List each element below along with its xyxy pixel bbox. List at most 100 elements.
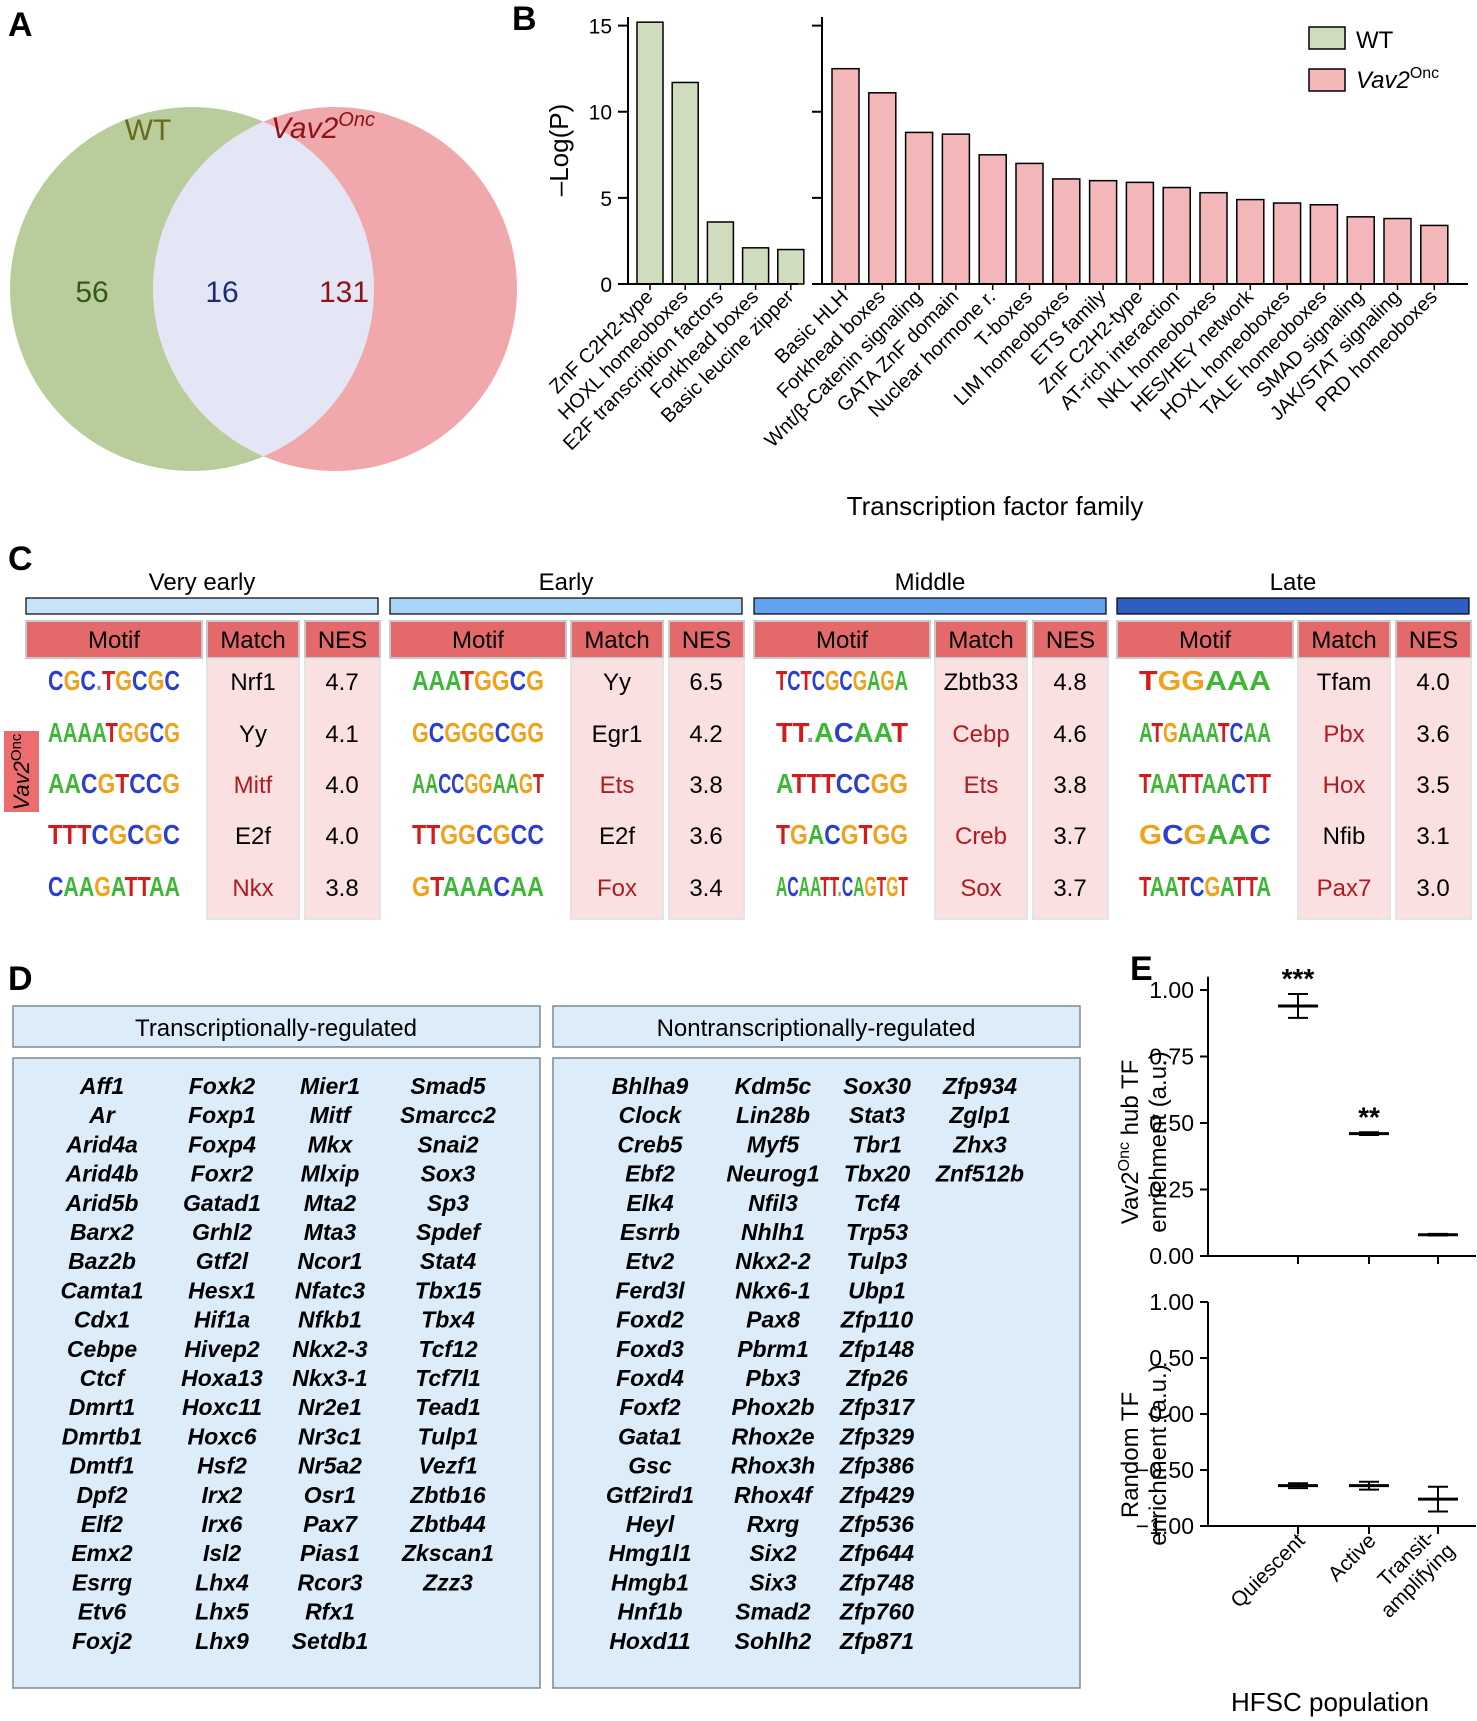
- venn-label-wt: WT: [125, 114, 172, 147]
- gene-name: Zfp536: [839, 1511, 914, 1537]
- gene-name: Smad2: [735, 1599, 811, 1625]
- header-cell: [570, 620, 664, 659]
- gene-name: Heyl: [626, 1511, 675, 1537]
- gene-name: Zfp386: [839, 1453, 914, 1479]
- legend-swatch-wt: [1308, 26, 1346, 50]
- motif-logo: AAATGGCG: [412, 665, 544, 696]
- column-body: [1032, 658, 1109, 920]
- gene-name: Etv2: [626, 1248, 675, 1274]
- venn-diagram: WT Vav2Onc 56 16 131: [10, 107, 517, 471]
- gene-name: Nkx3-1: [292, 1365, 367, 1391]
- list-header-box: [552, 1005, 1081, 1048]
- e-bottom-y-title-1: Random TF: [1117, 1392, 1144, 1518]
- gene-name: Zzz3: [422, 1569, 473, 1595]
- gene-name: Mier1: [300, 1073, 360, 1099]
- header-label: Motif: [1179, 627, 1231, 654]
- header-label: Motif: [452, 627, 504, 654]
- bar-wt: [636, 21, 664, 285]
- match-cell: Pax7: [1317, 875, 1372, 902]
- motif-logo: GCGAAC: [1139, 819, 1271, 850]
- gene-name: Tbx15: [415, 1277, 483, 1303]
- gene-name: Esrrg: [72, 1569, 132, 1595]
- gene-name: Nkx6-1: [735, 1277, 810, 1303]
- gene-name: Zfp748: [839, 1569, 914, 1595]
- bar-onc: [1125, 181, 1155, 285]
- gene-name: Neurog1: [726, 1161, 819, 1187]
- gene-name: Tulp3: [847, 1248, 908, 1274]
- gene-name: Tbr1: [852, 1131, 902, 1157]
- y-tick-label: −1.00: [1136, 1513, 1194, 1539]
- match-cell: Tfam: [1317, 669, 1372, 696]
- gene-name: Foxr2: [191, 1161, 254, 1187]
- gene-name: Rfx1: [305, 1599, 355, 1625]
- stage-title: Early: [539, 569, 594, 596]
- gene-name: Isl2: [203, 1540, 242, 1566]
- gene-name: Cebpe: [67, 1336, 138, 1362]
- bar-onc: [1272, 202, 1302, 285]
- gene-name: Hif1a: [194, 1307, 250, 1333]
- gene-name: Nkx2-2: [735, 1248, 811, 1274]
- gene-name: Lhx4: [195, 1569, 249, 1595]
- stage-title: Middle: [895, 569, 966, 596]
- list-header-box: [12, 1005, 541, 1048]
- gene-name: Tbx20: [844, 1161, 911, 1187]
- bar-onc: [1199, 191, 1228, 285]
- nes-cell: 3.4: [689, 875, 722, 902]
- y-tick-label: 0.00: [1149, 1243, 1194, 1269]
- gene-name: Hoxa13: [181, 1365, 263, 1391]
- gene-name: Creb5: [617, 1131, 683, 1157]
- gene-name: Nr2e1: [298, 1394, 362, 1420]
- motif-logo: AAAATGGCG: [48, 717, 180, 748]
- gene-name: Hnf1b: [617, 1599, 682, 1625]
- gene-name: Nkx2-3: [292, 1336, 368, 1362]
- gene-name: Zfp760: [839, 1599, 914, 1625]
- motif-logo: TTGGCGCC: [412, 819, 544, 850]
- legend-label-onc: Vav2Onc: [1356, 65, 1439, 94]
- gene-name: Smarcc2: [400, 1102, 496, 1128]
- bar-wt: [706, 221, 735, 285]
- gene-name: Esrrb: [620, 1219, 680, 1245]
- stage-bar: [1116, 597, 1470, 615]
- gene-name: Osr1: [304, 1482, 356, 1508]
- gene-name: Zkscan1: [401, 1540, 494, 1566]
- panel-label-e: E: [1130, 950, 1153, 988]
- gene-name: Hoxc11: [182, 1394, 262, 1420]
- header-label: NES: [1046, 627, 1095, 654]
- match-cell: E2f: [235, 823, 271, 850]
- bar-onc: [1052, 178, 1081, 285]
- motif-table: Very early Motif Match NES CGC.TGCGC Nrf1 4.7 A…: [25, 569, 1472, 920]
- header-label: Match: [584, 627, 649, 654]
- nes-cell: 3.5: [1416, 772, 1449, 799]
- gene-name: Bhlha9: [612, 1073, 689, 1099]
- header-cell: [389, 620, 567, 659]
- motif-logo: CAAGATTAA: [48, 871, 180, 902]
- gene-name: Stat4: [420, 1248, 476, 1274]
- motif-logo: TTTCGCGC: [48, 819, 180, 850]
- header-cell: [668, 620, 745, 659]
- gene-name: Dmtf1: [69, 1453, 134, 1479]
- gene-name: Spdef: [416, 1219, 482, 1245]
- gene-name: Sp3: [427, 1190, 469, 1216]
- gene-columns: Bhlha9 Clock Creb5 Ebf2 Elk4 Esrrb Etv2 Ferd3l F…: [606, 1073, 1024, 1654]
- nes-cell: 6.5: [689, 669, 722, 696]
- significance-label: **: [1358, 1101, 1380, 1132]
- column-body: [304, 658, 381, 920]
- motif-logo: AACCGGAAGT: [412, 768, 544, 799]
- gene-name: Pax8: [746, 1307, 800, 1333]
- gene-name: Zfp148: [839, 1336, 914, 1362]
- header-cell: [1297, 620, 1391, 659]
- gene-name: Znf512b: [935, 1161, 1024, 1187]
- motif-logo: TAATCGATTA: [1139, 871, 1271, 902]
- panel-label-b: B: [512, 0, 537, 38]
- gene-name: Arid4a: [65, 1131, 138, 1157]
- y-tick-label: −0.50: [1136, 1457, 1194, 1483]
- gene-name: Zfp317: [839, 1394, 915, 1420]
- motif-logo: AACGTCCG: [48, 768, 180, 799]
- bar-onc: [1088, 179, 1118, 285]
- gene-name: Sohlh2: [735, 1628, 812, 1654]
- gene-name: Hoxc6: [187, 1423, 256, 1449]
- gene-name: Aff1: [79, 1073, 124, 1099]
- match-cell: Hox: [1323, 772, 1366, 799]
- legend-swatch-onc: [1308, 68, 1346, 92]
